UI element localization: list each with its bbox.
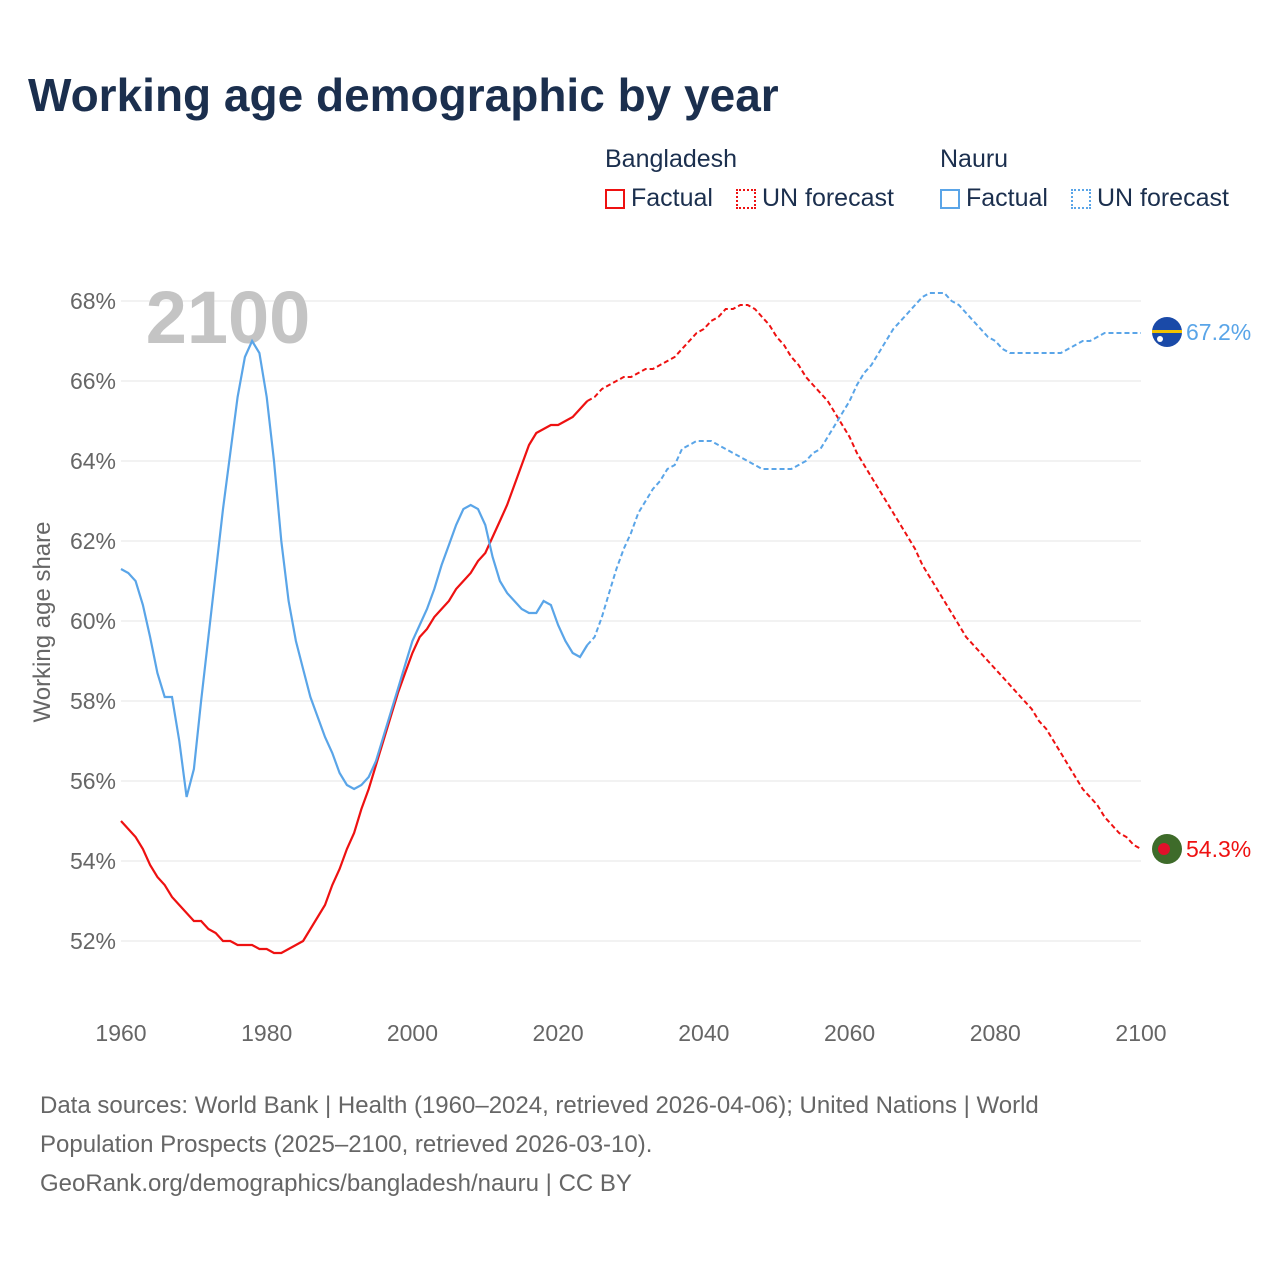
footer-line: Population Prospects (2025–2100, retriev… bbox=[40, 1131, 653, 1158]
y-tick-label: 68% bbox=[70, 288, 116, 314]
nauru-factual-line bbox=[120, 338, 589, 798]
y-tick-label: 66% bbox=[70, 368, 116, 394]
x-tick-label: 2040 bbox=[678, 1020, 729, 1046]
legend-bangladesh: Bangladesh Factual UN forecast bbox=[605, 145, 910, 216]
nauru-flag-icon bbox=[1152, 317, 1182, 347]
y-tick-label: 56% bbox=[70, 768, 116, 794]
bangladesh-end-label: 54.3% bbox=[1186, 836, 1251, 862]
legend-nauru: Nauru Factual UN forecast bbox=[940, 145, 1229, 216]
line-chart: 52% 54% 56% 58% 60% 62% 64% 66% 68% 1960 1980 2000 2… bbox=[29, 276, 1251, 1046]
x-tick-label: 2100 bbox=[1115, 1020, 1166, 1046]
y-tick-label: 60% bbox=[70, 608, 116, 634]
chart-title: Working age demographic by year bbox=[28, 69, 779, 121]
y-tick-label: 64% bbox=[70, 448, 116, 474]
x-tick-label: 1960 bbox=[95, 1020, 146, 1046]
y-tick-label: 62% bbox=[70, 528, 116, 554]
footer-line[interactable]: GeoRank.org/demographics/bangladesh/naur… bbox=[40, 1170, 632, 1197]
legend-item-bangladesh-factual[interactable]: Factual bbox=[605, 184, 713, 213]
dotted-swatch-icon bbox=[735, 188, 756, 209]
solid-swatch-icon bbox=[605, 188, 625, 209]
solid-swatch-icon bbox=[940, 188, 960, 209]
y-axis-label: Working age share bbox=[29, 522, 56, 723]
dotted-swatch-icon bbox=[1070, 188, 1091, 209]
nauru-forecast-line bbox=[586, 292, 1141, 646]
x-tick-label: 1980 bbox=[241, 1020, 292, 1046]
footer-line: Data sources: World Bank | Health (1960–… bbox=[40, 1092, 1039, 1119]
legend-item-nauru-factual[interactable]: Factual bbox=[940, 184, 1048, 213]
legend-label: Factual bbox=[966, 184, 1048, 212]
y-tick-label: 52% bbox=[70, 928, 116, 954]
legend-label: UN forecast bbox=[761, 184, 894, 212]
legend-item-bangladesh-forecast[interactable]: UN forecast bbox=[735, 184, 894, 213]
x-tick-label: 2020 bbox=[533, 1020, 584, 1046]
footer-sources: Data sources: World Bank | Health (1960–… bbox=[40, 1086, 1160, 1203]
legend-group-label: Bangladesh bbox=[605, 145, 738, 173]
x-tick-label: 2000 bbox=[387, 1020, 438, 1046]
legend-item-nauru-forecast[interactable]: UN forecast bbox=[1070, 184, 1229, 213]
bangladesh-forecast-line bbox=[586, 304, 1142, 850]
legend-label: UN forecast bbox=[1096, 184, 1229, 212]
x-tick-label: 2080 bbox=[970, 1020, 1021, 1046]
y-tick-label: 54% bbox=[70, 848, 116, 874]
y-tick-label: 58% bbox=[70, 688, 116, 714]
bangladesh-factual-line bbox=[120, 400, 589, 955]
year-watermark: 2100 bbox=[146, 276, 311, 359]
legend-label: Factual bbox=[631, 184, 713, 212]
nauru-end-label: 67.2% bbox=[1186, 319, 1251, 345]
x-tick-label: 2060 bbox=[824, 1020, 875, 1046]
legend-group-label: Nauru bbox=[940, 145, 1009, 173]
bangladesh-flag-icon bbox=[1152, 834, 1182, 864]
